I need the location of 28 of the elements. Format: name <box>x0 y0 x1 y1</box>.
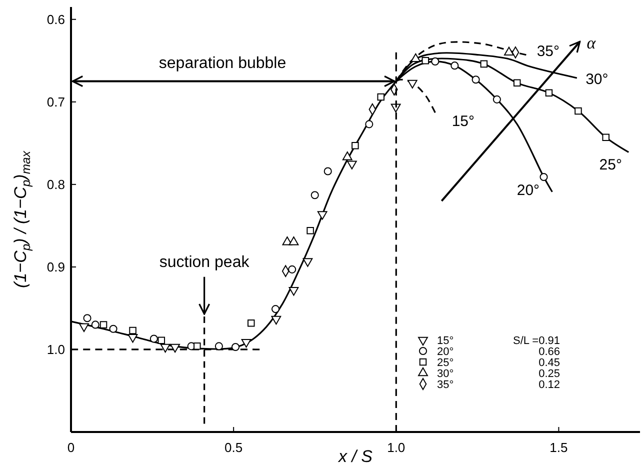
annotation: S/L =0.91 <box>513 334 560 347</box>
x-tick-label: 1.5 <box>550 440 568 455</box>
annotation: suction peak <box>159 254 250 271</box>
series-label: 35° <box>536 43 560 60</box>
series-label: 20° <box>516 182 540 200</box>
y-tick-label: 0.7 <box>46 94 65 110</box>
annotation: 0.66 <box>538 346 560 358</box>
series-label: 15° <box>452 112 475 130</box>
y-tick-label: 0.8 <box>46 176 65 192</box>
legend-label: 25° <box>437 356 454 369</box>
legend-label: 35° <box>437 378 454 391</box>
x-tick-label: 0.5 <box>224 440 243 455</box>
y-tick-label: 0.9 <box>46 260 65 274</box>
annotation: 0.25 <box>538 368 560 380</box>
legend-label: 30° <box>437 368 454 380</box>
x-tick-label: 0 <box>67 440 75 455</box>
x-axis-title: x / S <box>337 447 374 466</box>
annotation: separation bubble <box>158 54 286 72</box>
x-tick-label: 1.0 <box>387 440 406 455</box>
annotation: 0.45 <box>538 356 560 369</box>
y-tick-label: 0.6 <box>46 12 65 27</box>
series-label: 25° <box>599 156 622 174</box>
legend-label: 20° <box>437 346 454 358</box>
series-label: 30° <box>586 71 608 88</box>
y-tick-label: 1.0 <box>46 342 65 358</box>
annotation: 0.12 <box>538 378 560 391</box>
annotation: α <box>586 33 597 52</box>
legend-label: 15° <box>437 334 454 347</box>
